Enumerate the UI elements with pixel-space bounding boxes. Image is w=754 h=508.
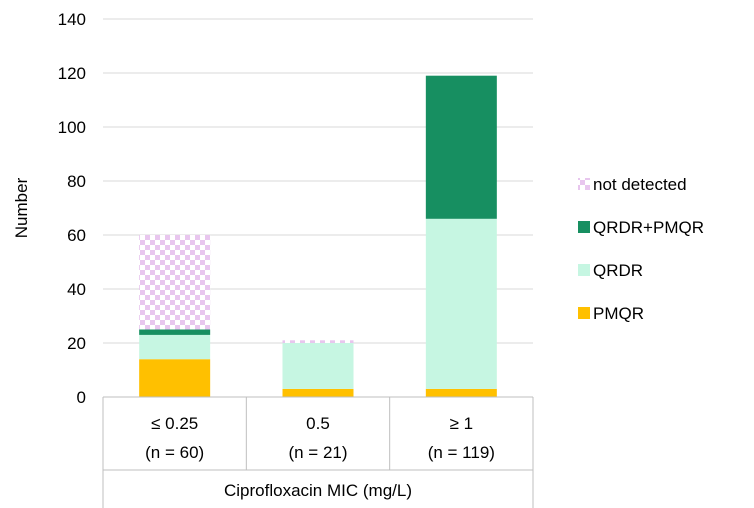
y-axis-tick-labels: 0 20 40 60 80 100 120 140	[58, 10, 86, 407]
bar-segment	[282, 388, 354, 397]
legend-swatch	[578, 221, 590, 233]
bar-segment	[282, 340, 354, 343]
bars	[139, 75, 497, 397]
bar-segment	[139, 235, 211, 330]
x-tick-label: ≤ 0.25	[151, 414, 198, 433]
bar-segment	[139, 329, 211, 335]
y-axis-title: Number	[12, 177, 31, 238]
y-tick-label: 0	[77, 388, 86, 407]
x-axis-title: Ciprofloxacin MIC (mg/L)	[224, 481, 412, 500]
legend-label: PMQR	[593, 304, 644, 323]
y-tick-label: 120	[58, 64, 86, 83]
bar-segment	[425, 388, 497, 397]
y-tick-label: 20	[67, 334, 86, 353]
x-tick-sublabel: (n = 21)	[288, 443, 347, 462]
y-tick-label: 80	[67, 172, 86, 191]
y-tick-label: 60	[67, 226, 86, 245]
bar-segment	[139, 359, 211, 397]
legend-label: QRDR+PMQR	[593, 218, 704, 237]
legend-swatch	[578, 264, 590, 276]
legend-swatch	[578, 178, 590, 190]
legend-swatch	[578, 307, 590, 319]
bar-segment	[425, 218, 497, 389]
y-tick-label: 140	[58, 10, 86, 29]
bar-segment	[425, 75, 497, 219]
axes	[102, 396, 534, 508]
x-tick-label: ≥ 1	[450, 414, 474, 433]
bar-segment	[139, 334, 211, 360]
y-tick-label: 40	[67, 280, 86, 299]
legend-label: not detected	[593, 175, 687, 194]
legend: not detected QRDR+PMQR QRDR PMQR	[578, 175, 704, 323]
x-tick-sublabel: (n = 60)	[145, 443, 204, 462]
bar-segment	[282, 343, 354, 389]
y-tick-label: 100	[58, 118, 86, 137]
x-tick-label: 0.5	[306, 414, 330, 433]
x-axis-tick-labels: ≤ 0.25 (n = 60) 0.5 (n = 21) ≥ 1 (n = 119)	[145, 414, 495, 462]
x-tick-sublabel: (n = 119)	[428, 443, 495, 462]
legend-label: QRDR	[593, 261, 643, 280]
